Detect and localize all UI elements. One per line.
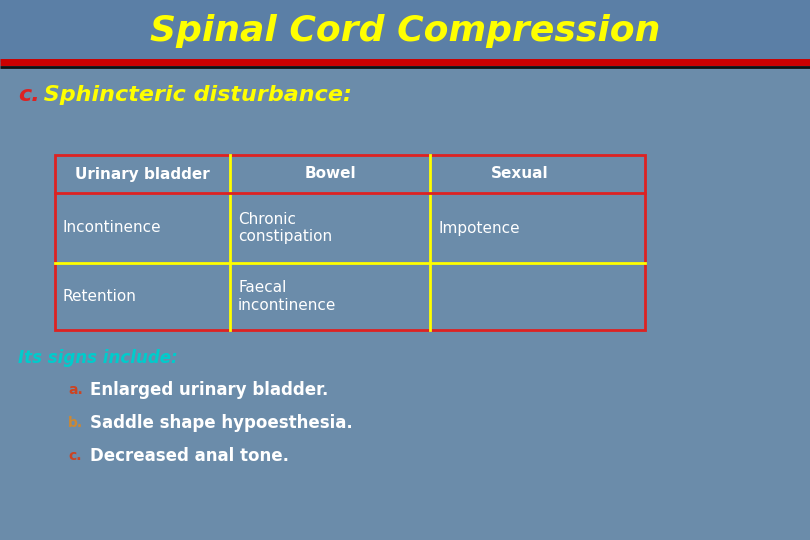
Text: Sphincteric disturbance:: Sphincteric disturbance:: [36, 85, 352, 105]
Text: Decreased anal tone.: Decreased anal tone.: [90, 447, 289, 465]
Text: Sexual: Sexual: [491, 166, 549, 181]
Text: c.: c.: [18, 85, 40, 105]
Bar: [55, 155, 645, 330]
Text: Its signs include:: Its signs include:: [18, 349, 177, 367]
Text: Impotence: Impotence: [438, 220, 520, 235]
Text: Urinary bladder: Urinary bladder: [75, 166, 210, 181]
Text: Enlarged urinary bladder.: Enlarged urinary bladder.: [90, 381, 328, 399]
Bar: [0, 0, 810, 62]
Text: Faecal
incontinence: Faecal incontinence: [238, 280, 336, 313]
Text: Incontinence: Incontinence: [63, 220, 162, 235]
Text: Chronic
constipation: Chronic constipation: [238, 212, 332, 244]
Text: Saddle shape hypoesthesia.: Saddle shape hypoesthesia.: [90, 414, 352, 432]
Text: a.: a.: [68, 383, 83, 397]
Text: b.: b.: [68, 416, 83, 430]
Text: Bowel: Bowel: [305, 166, 356, 181]
Text: Retention: Retention: [63, 289, 137, 304]
Text: Spinal Cord Compression: Spinal Cord Compression: [150, 14, 660, 48]
Text: c.: c.: [68, 449, 82, 463]
